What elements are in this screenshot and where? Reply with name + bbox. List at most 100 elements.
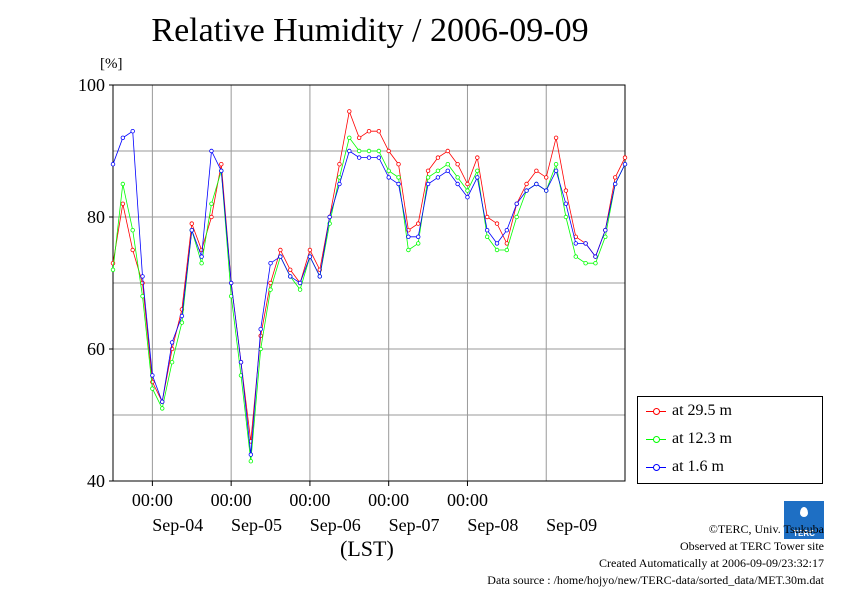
data-point — [130, 247, 135, 253]
data-point — [317, 274, 322, 279]
data-point — [416, 221, 421, 226]
data-point — [297, 280, 303, 286]
data-point — [593, 254, 598, 259]
data-point — [248, 459, 254, 464]
data-point — [376, 128, 382, 134]
legend-label-12-3m: at 12.3 m — [672, 430, 732, 447]
data-point — [179, 313, 185, 319]
data-point — [130, 128, 135, 134]
data-point — [524, 188, 529, 193]
data-point — [455, 175, 460, 180]
footer-created: Created Automatically at 2006-09-09/23:3… — [599, 556, 824, 570]
data-point — [386, 175, 391, 180]
data-point — [376, 155, 382, 160]
data-point — [494, 221, 500, 226]
series-0 — [110, 109, 628, 444]
data-point — [445, 168, 450, 173]
data-point — [445, 161, 450, 167]
data-point — [288, 274, 293, 279]
data-point — [603, 227, 608, 233]
data-point — [416, 241, 421, 246]
data-point — [455, 161, 460, 167]
data-point — [268, 287, 273, 292]
data-point — [544, 188, 549, 193]
data-point — [612, 181, 618, 187]
data-point — [219, 161, 224, 167]
grid-layer — [113, 85, 625, 481]
data-point — [376, 148, 382, 154]
data-point — [484, 227, 490, 233]
data-point — [425, 181, 431, 187]
chart-title: Relative Humidity / 2006-09-09 — [151, 12, 589, 49]
data-point — [150, 379, 155, 385]
data-point — [406, 247, 411, 253]
data-point — [612, 175, 618, 180]
data-point — [524, 181, 529, 187]
data-point — [484, 234, 490, 239]
legend-item-12-3m: at 12.3 m — [646, 429, 732, 449]
data-point — [130, 227, 135, 233]
series-layer — [110, 109, 628, 464]
x-date-label: Sep-05 — [231, 515, 282, 535]
data-point — [288, 267, 293, 272]
data-point — [563, 214, 569, 220]
data-point — [366, 155, 372, 160]
data-point — [120, 201, 126, 206]
x-date-label: Sep-04 — [152, 515, 203, 535]
data-point — [622, 161, 628, 167]
data-point — [386, 148, 391, 154]
data-point — [455, 181, 460, 187]
legend-marker-blue — [646, 461, 666, 473]
legend-marker-green — [646, 433, 666, 445]
data-point — [278, 254, 283, 259]
data-point — [553, 135, 559, 140]
y-tick-label: 60 — [87, 339, 105, 359]
data-point — [534, 168, 539, 173]
data-point — [396, 181, 401, 187]
data-point — [150, 386, 155, 391]
data-point — [140, 280, 145, 286]
data-point — [169, 340, 175, 345]
data-point — [258, 333, 263, 338]
x-tick-time-label: 00:00 — [447, 490, 488, 510]
data-point — [435, 155, 441, 160]
data-point — [425, 168, 431, 173]
data-point — [337, 161, 342, 167]
data-point — [199, 254, 204, 259]
plot-frame — [112, 84, 626, 482]
data-point — [110, 267, 116, 272]
data-point — [179, 320, 185, 325]
footer-copyright: ©TERC, Univ. Tsukuba — [708, 522, 824, 536]
data-point — [140, 274, 145, 279]
data-point — [150, 373, 155, 378]
data-point — [199, 261, 204, 266]
legend-label-29-5m: at 29.5 m — [672, 402, 732, 419]
data-point — [396, 161, 401, 167]
footer-source: Data source : /home/hojyo/new/TERC-data/… — [487, 573, 824, 587]
data-point — [553, 168, 559, 173]
series-2 — [110, 128, 628, 457]
series-line — [112, 109, 626, 442]
data-point — [228, 280, 234, 286]
data-point — [603, 234, 608, 239]
data-point — [563, 201, 569, 206]
data-point — [189, 221, 194, 226]
data-point — [475, 168, 480, 173]
data-point — [307, 254, 313, 259]
data-point — [465, 181, 470, 187]
y-tick-label: 100 — [78, 75, 105, 95]
data-point — [573, 241, 578, 246]
data-point — [347, 148, 352, 154]
data-point — [337, 181, 342, 187]
x-date-label: Sep-09 — [546, 515, 597, 535]
data-point — [573, 254, 578, 259]
series-1 — [110, 135, 628, 464]
footer-observed: Observed at TERC Tower site — [679, 539, 824, 553]
data-point — [494, 241, 500, 246]
y-tick-label: 80 — [87, 207, 105, 227]
data-point — [297, 287, 303, 292]
data-point — [347, 109, 352, 114]
x-date-label: Sep-08 — [467, 515, 518, 535]
x-tick-time-label: 00:00 — [211, 490, 252, 510]
data-point — [366, 128, 372, 134]
